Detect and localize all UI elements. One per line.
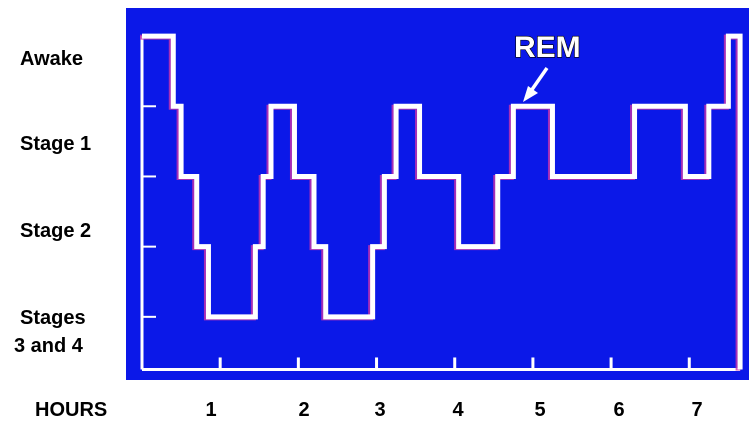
y-label-3-and-4: 3 and 4 bbox=[14, 335, 84, 357]
x-tick-labels: 1 2 3 4 5 6 7 bbox=[205, 399, 702, 421]
x-tick-label: 5 bbox=[534, 399, 545, 421]
y-label-stages: Stages bbox=[20, 307, 86, 329]
y-label-awake: Awake bbox=[20, 48, 83, 70]
tick-marks bbox=[140, 36, 741, 371]
x-tick-label: 3 bbox=[374, 399, 385, 421]
y-label-stage-1: Stage 1 bbox=[20, 133, 91, 155]
x-tick-label: 6 bbox=[613, 399, 624, 421]
x-axis-label: HOURS bbox=[35, 399, 107, 421]
y-label-stage-2: Stage 2 bbox=[20, 220, 91, 242]
rem-annotation: REM bbox=[514, 31, 581, 64]
x-tick-label: 2 bbox=[298, 399, 309, 421]
hypnogram-line bbox=[142, 33, 743, 370]
x-tick-label: 1 bbox=[205, 399, 216, 421]
rem-arrow-icon bbox=[523, 67, 549, 102]
x-tick-label: 7 bbox=[691, 399, 702, 421]
x-tick-label: 4 bbox=[452, 399, 464, 421]
plot-area bbox=[126, 8, 749, 380]
